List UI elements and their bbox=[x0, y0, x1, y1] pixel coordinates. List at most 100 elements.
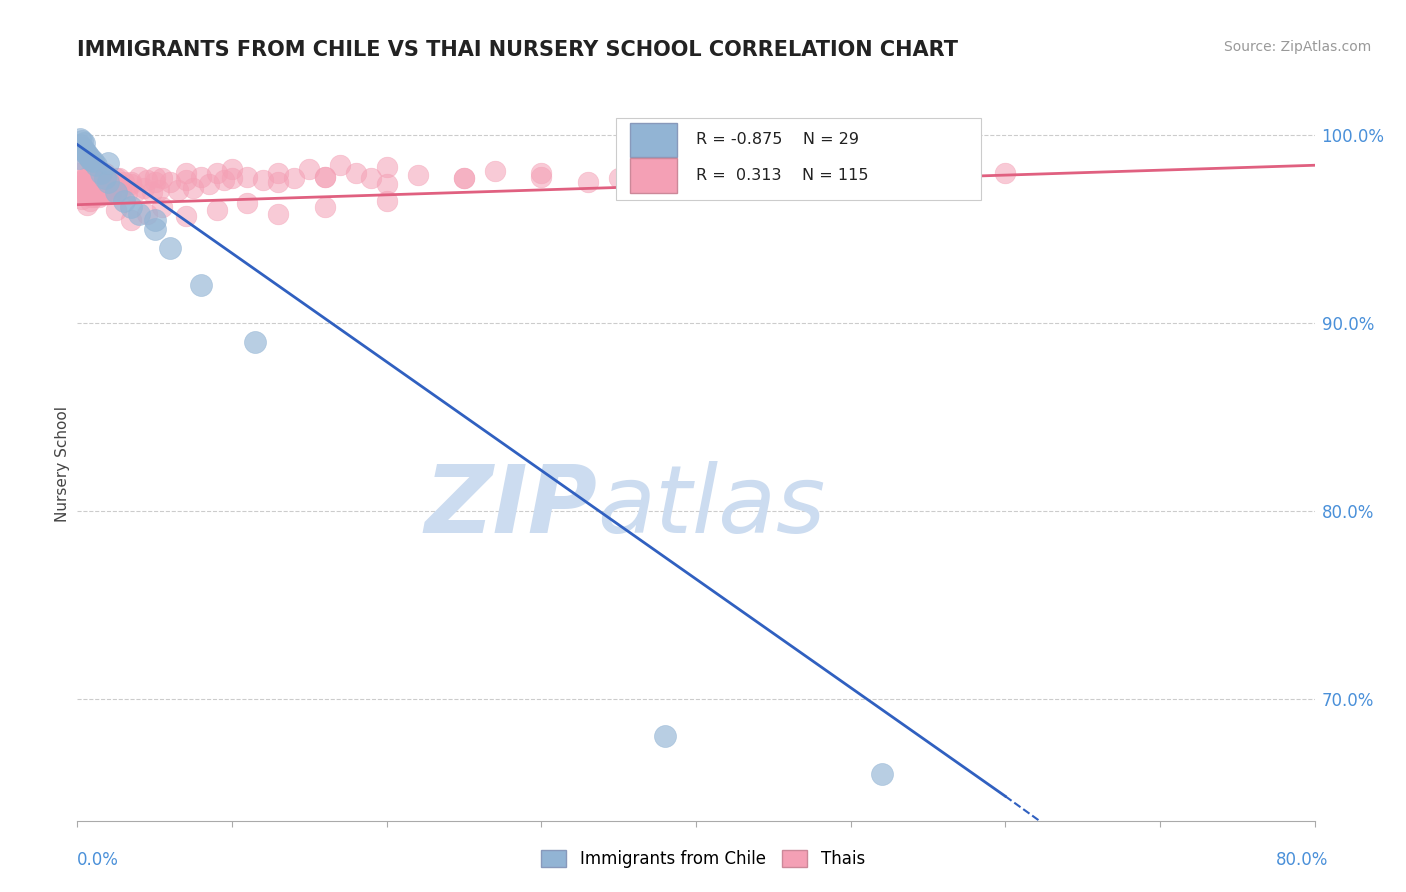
Point bbox=[69, 188, 91, 202]
Point bbox=[159, 241, 181, 255]
Point bbox=[84, 160, 107, 174]
Point bbox=[105, 203, 128, 218]
Point bbox=[267, 175, 290, 189]
Point bbox=[80, 153, 103, 167]
Point bbox=[94, 171, 117, 186]
Point bbox=[70, 173, 93, 187]
Point bbox=[245, 334, 267, 349]
Point bbox=[484, 164, 506, 178]
Point bbox=[110, 183, 132, 197]
Legend: Immigrants from Chile, Thais: Immigrants from Chile, Thais bbox=[534, 843, 872, 875]
Point bbox=[283, 171, 305, 186]
Point bbox=[91, 181, 114, 195]
Point bbox=[67, 151, 90, 165]
Point bbox=[75, 171, 96, 186]
Point bbox=[994, 166, 1017, 180]
Point bbox=[870, 766, 893, 780]
Text: 0.0%: 0.0% bbox=[77, 851, 120, 869]
Point bbox=[79, 194, 101, 208]
Point bbox=[314, 169, 336, 184]
Point bbox=[136, 173, 159, 187]
Point bbox=[121, 177, 143, 191]
Point bbox=[623, 164, 645, 178]
Point bbox=[79, 153, 101, 167]
Point bbox=[159, 175, 181, 189]
Point bbox=[576, 175, 599, 189]
Point bbox=[70, 181, 93, 195]
Point bbox=[84, 171, 107, 186]
Point bbox=[94, 186, 117, 201]
Point bbox=[167, 183, 190, 197]
Point bbox=[143, 212, 166, 227]
Point bbox=[70, 141, 93, 155]
Point bbox=[77, 181, 100, 195]
Point bbox=[221, 171, 243, 186]
Point bbox=[214, 173, 236, 187]
Point bbox=[83, 178, 105, 193]
Point bbox=[91, 169, 114, 184]
Point bbox=[69, 178, 91, 193]
Point bbox=[152, 200, 174, 214]
Point bbox=[298, 161, 321, 176]
Point bbox=[143, 175, 166, 189]
Point bbox=[96, 178, 118, 193]
Point bbox=[105, 185, 128, 199]
Point bbox=[205, 166, 228, 180]
Point bbox=[375, 177, 398, 191]
Point bbox=[530, 166, 553, 180]
Point bbox=[69, 166, 91, 180]
Point bbox=[98, 175, 121, 189]
Point bbox=[72, 177, 94, 191]
Point bbox=[105, 171, 128, 186]
Point bbox=[82, 175, 104, 189]
Point bbox=[183, 181, 205, 195]
Point bbox=[132, 181, 155, 195]
Point bbox=[75, 183, 96, 197]
Point bbox=[221, 161, 243, 176]
Point bbox=[267, 166, 290, 180]
Point bbox=[174, 166, 197, 180]
Point bbox=[80, 190, 103, 204]
Point bbox=[87, 190, 110, 204]
Point bbox=[453, 171, 475, 186]
Point bbox=[121, 212, 143, 227]
Point bbox=[77, 169, 100, 184]
Point bbox=[105, 185, 128, 199]
Point bbox=[453, 171, 475, 186]
Point bbox=[79, 185, 101, 199]
Point bbox=[716, 158, 738, 172]
Point bbox=[97, 156, 120, 170]
Point bbox=[143, 222, 166, 236]
Point bbox=[67, 175, 90, 189]
Point bbox=[87, 183, 110, 197]
Point bbox=[855, 161, 877, 176]
Point bbox=[84, 158, 107, 172]
Point bbox=[97, 183, 120, 197]
FancyBboxPatch shape bbox=[616, 118, 980, 200]
Point bbox=[86, 175, 108, 189]
Point bbox=[90, 177, 112, 191]
Point bbox=[124, 185, 146, 199]
Point bbox=[80, 178, 103, 193]
Point bbox=[669, 169, 692, 184]
Point bbox=[67, 185, 90, 199]
Point bbox=[97, 175, 120, 189]
Point bbox=[190, 278, 212, 293]
Point bbox=[948, 175, 970, 189]
Point bbox=[94, 166, 117, 180]
Point bbox=[375, 194, 398, 208]
Point bbox=[406, 168, 429, 182]
Point bbox=[82, 154, 104, 169]
Point bbox=[762, 166, 785, 180]
Point bbox=[530, 169, 553, 184]
Text: IMMIGRANTS FROM CHILE VS THAI NURSERY SCHOOL CORRELATION CHART: IMMIGRANTS FROM CHILE VS THAI NURSERY SC… bbox=[77, 40, 959, 60]
Point bbox=[174, 173, 197, 187]
Point bbox=[143, 169, 166, 184]
Point bbox=[148, 183, 170, 197]
Point bbox=[72, 143, 94, 157]
Point bbox=[329, 158, 352, 172]
Point bbox=[69, 132, 91, 146]
Point bbox=[607, 171, 630, 186]
Text: ZIP: ZIP bbox=[425, 460, 598, 553]
Point bbox=[69, 137, 91, 152]
